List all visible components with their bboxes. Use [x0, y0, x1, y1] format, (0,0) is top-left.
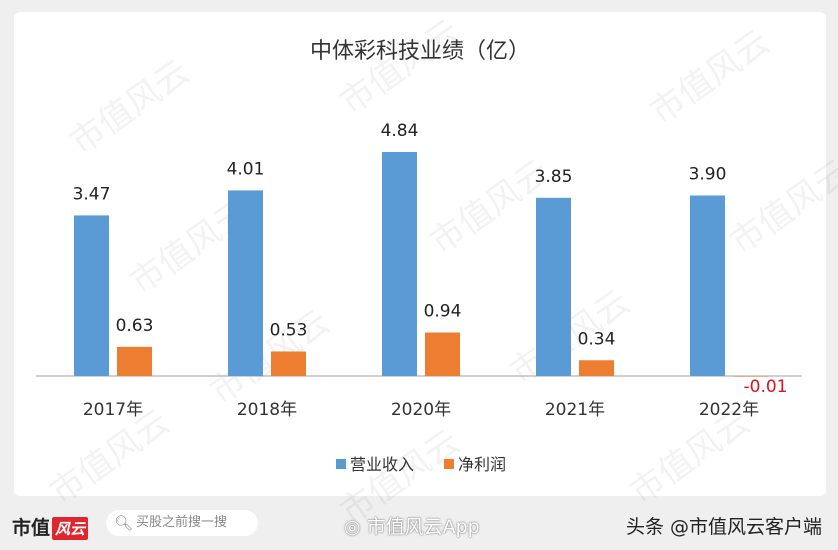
bar-net-profit: [579, 360, 614, 376]
search-icon: 🔍︎: [114, 514, 134, 532]
bar-net-profit: [117, 346, 152, 376]
x-tick-label: 2017年: [83, 400, 143, 420]
bar-revenue: [382, 152, 417, 376]
x-tick-label: 2018年: [237, 400, 297, 420]
data-label: 3.85: [535, 167, 573, 187]
x-tick-label: 2021年: [545, 400, 605, 420]
legend-label-revenue: 营业收入: [350, 455, 414, 474]
data-label: 0.34: [578, 329, 616, 349]
weibo-icon: ◎: [344, 516, 367, 538]
data-label: 0.94: [424, 301, 462, 321]
footer-bar: 市值 风云 🔍︎ 买股之前搜一搜 ◎ 市值风云App 头条 @市值风云客户端: [0, 500, 838, 550]
weibo-watermark: ◎ 市值风云App: [344, 512, 480, 539]
x-tick-label: 2022年: [699, 400, 759, 420]
legend-swatch-net-profit: [444, 459, 454, 469]
legend-swatch-revenue: [336, 459, 346, 469]
weibo-text: 市值风云App: [366, 516, 480, 538]
data-label: 3.47: [73, 184, 111, 204]
bar-net-profit: [425, 332, 460, 376]
data-label: 3.90: [689, 165, 727, 185]
data-label: 0.63: [116, 316, 154, 336]
legend: 营业收入 净利润: [336, 455, 506, 474]
bar-revenue: [228, 190, 263, 376]
bar-revenue: [690, 195, 725, 376]
bar-chart: 中体彩科技业绩（亿） 2017年 3.47 0.63 2018年 4.01 0.53 202…: [36, 39, 802, 474]
toutiao-credit: 头条 @市值风云客户端: [625, 516, 822, 538]
brand-logo: 市值 风云: [12, 513, 89, 540]
data-label: 4.01: [227, 159, 265, 179]
data-label: 4.84: [381, 121, 419, 141]
data-label: -0.01: [744, 377, 788, 397]
x-tick-label: 2020年: [391, 400, 451, 420]
search-box[interactable]: 🔍︎ 买股之前搜一搜: [106, 510, 258, 536]
logo-text: 市值: [12, 517, 51, 539]
bar-net-profit: [271, 351, 306, 376]
chart-title: 中体彩科技业绩（亿）: [310, 39, 530, 64]
data-label: 0.53: [270, 320, 308, 340]
search-placeholder: 买股之前搜一搜: [136, 515, 228, 530]
bar-revenue: [536, 197, 571, 376]
logo-badge: 风云: [52, 517, 89, 540]
bar-revenue: [74, 215, 109, 376]
legend-label-net-profit: 净利润: [458, 455, 506, 474]
